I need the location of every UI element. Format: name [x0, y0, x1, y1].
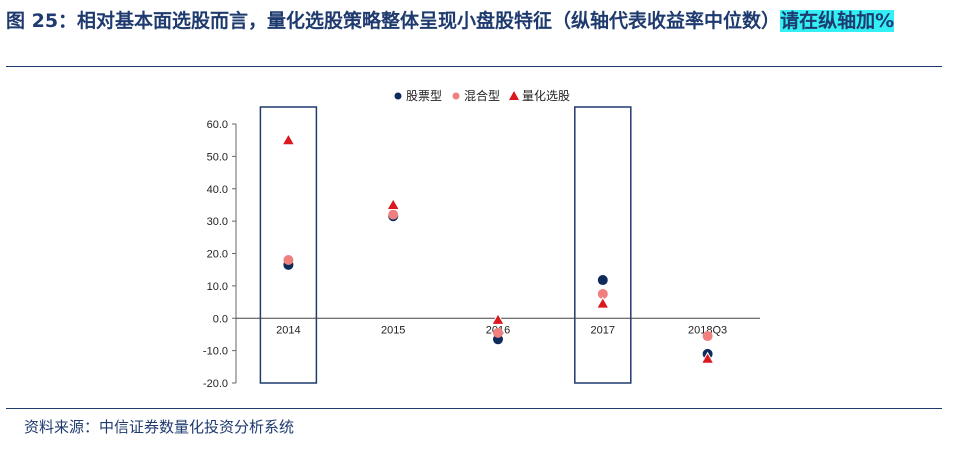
source-note: 资料来源：中信证券数量化投资分析系统 — [24, 418, 295, 436]
circle-marker — [702, 331, 713, 342]
legend: 股票型 混合型 量化选股 — [394, 88, 570, 103]
axes: -20.0 -10.0 0.0 10.0 20.0 30.0 40.0 50.0 60.0 201… — [203, 119, 760, 390]
x-tick-label: 2017 — [591, 324, 615, 336]
triangle-marker — [281, 133, 296, 146]
legend-label: 股票型 — [406, 89, 442, 103]
highlight-box — [259, 106, 318, 384]
triangle-marker — [386, 197, 401, 210]
x-tick-label: 2015 — [381, 324, 405, 336]
legend-circle-icon — [452, 92, 460, 100]
y-tick-label: 30.0 — [207, 216, 228, 228]
legend-label: 量化选股 — [522, 89, 570, 103]
circle-marker — [493, 327, 503, 338]
y-tick-label: 40.0 — [207, 184, 228, 196]
circle-marker — [597, 275, 608, 286]
figure-title-note: 请在纵轴加% — [780, 10, 895, 32]
y-tick-label: 10.0 — [207, 281, 228, 293]
circle-marker — [388, 209, 399, 220]
y-tick-label: 50.0 — [207, 151, 228, 163]
triangle-marker — [595, 296, 610, 309]
legend-circle-icon — [394, 92, 402, 100]
bottom-divider — [6, 408, 942, 409]
y-tick-label: 0.0 — [213, 313, 228, 325]
data-marks — [281, 133, 715, 364]
x-tick-label: 2018Q3 — [688, 324, 727, 336]
triangle-marker — [491, 312, 505, 325]
highlight-boxes — [259, 106, 632, 384]
circle-marker — [597, 288, 608, 299]
figure-title-main: 图 25：相对基本面选股而言，量化选股策略整体呈现小盘股特征（纵轴代表收益率中位… — [6, 10, 781, 32]
y-tick-label: 20.0 — [207, 249, 228, 261]
y-tick-label: -10.0 — [203, 346, 228, 358]
legend-label: 混合型 — [464, 88, 500, 103]
circle-marker — [283, 254, 294, 265]
scatter-chart: 股票型 混合型 量化选股 -20.0 -10.0 0.0 10.0 20.0 30.0 40.0… — [203, 88, 760, 390]
y-tick-label: 60.0 — [207, 119, 228, 131]
highlight-box — [574, 106, 632, 384]
triangle-marker — [700, 351, 715, 364]
y-tick-label: -20.0 — [203, 378, 228, 390]
top-divider — [6, 66, 942, 67]
figure-title: 图 25：相对基本面选股而言，量化选股策略整体呈现小盘股特征（纵轴代表收益率中位… — [6, 8, 941, 34]
x-tick-label: 2014 — [276, 324, 300, 336]
legend-triangle-icon — [509, 91, 519, 100]
